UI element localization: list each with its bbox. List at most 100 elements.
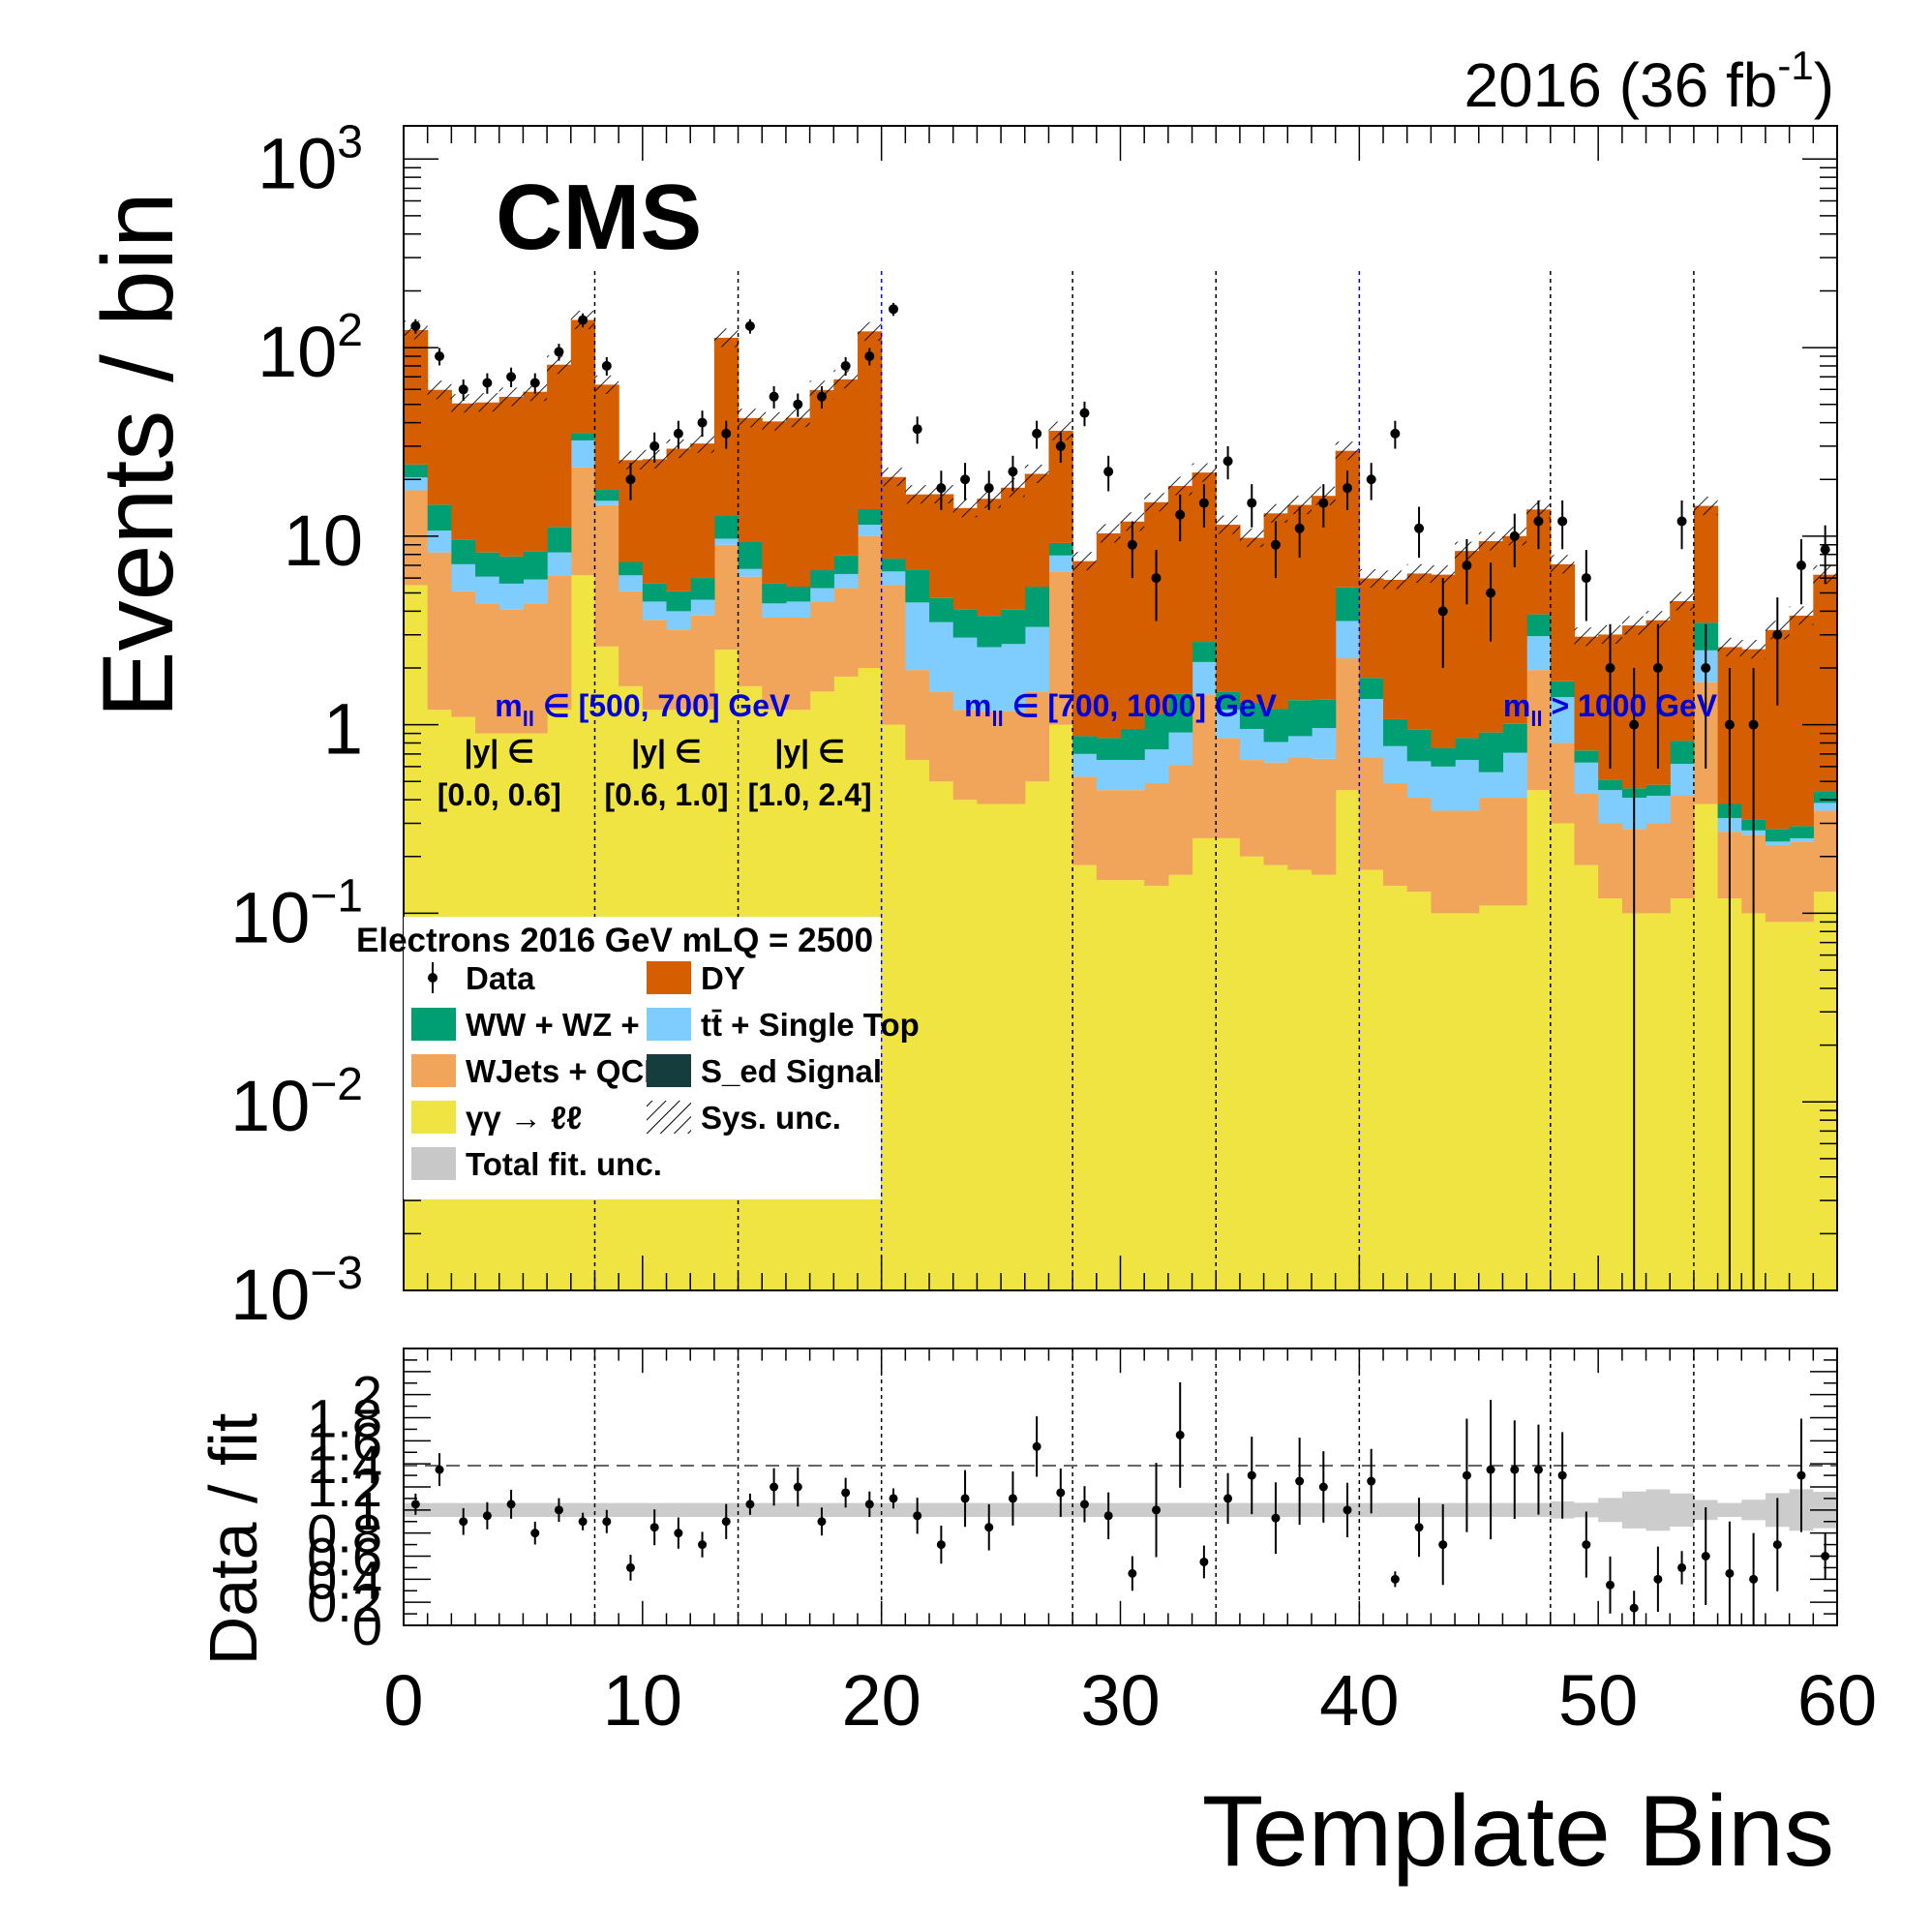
bar-segment — [1383, 885, 1408, 1290]
unc-hatch — [1239, 528, 1264, 548]
mass-label-range: ∈ [700, 1000] GeV — [1004, 688, 1278, 723]
bar-segment — [427, 504, 452, 531]
bar-segment — [929, 494, 954, 598]
bar-segment — [713, 538, 740, 545]
data-point — [1437, 606, 1448, 617]
ratio-point — [1533, 1465, 1543, 1474]
bar-segment — [762, 421, 787, 584]
data-point — [506, 372, 517, 382]
y-tick-label: 10−1 — [230, 870, 363, 957]
bar-segment — [1192, 642, 1217, 662]
bar-segment — [1431, 913, 1456, 1290]
y-tick-exponent: 2 — [337, 305, 363, 356]
bar-segment — [1216, 525, 1241, 692]
bar-segment — [905, 569, 930, 603]
y-tick-base: 10 — [257, 312, 337, 392]
data-point — [1557, 516, 1568, 527]
bar-segment — [1598, 823, 1623, 899]
ratio-point — [721, 1517, 731, 1527]
bar-segment — [1048, 724, 1073, 1290]
bar-segment — [977, 616, 1002, 648]
bar-segment — [570, 433, 596, 440]
bar-segment — [1574, 762, 1599, 795]
bar-segment — [1478, 905, 1504, 1290]
bar-segment — [1550, 681, 1576, 698]
bar-segment — [570, 319, 596, 434]
bar-segment — [666, 611, 691, 630]
bar-segment — [929, 597, 954, 622]
bar-segment — [451, 539, 476, 564]
unc-hatch — [427, 380, 452, 400]
bar-segment — [977, 711, 1002, 804]
ratio-point — [1247, 1470, 1256, 1480]
bar-segment — [1789, 615, 1814, 827]
unc-hatch — [952, 499, 978, 518]
data-point — [1294, 523, 1305, 533]
bar-segment — [952, 637, 978, 711]
ratio-point — [530, 1529, 540, 1538]
bar-segment — [498, 396, 525, 557]
bar-segment — [952, 800, 978, 1290]
bar-segment — [1096, 790, 1122, 881]
unc-hatch — [1024, 464, 1049, 484]
bar-segment — [1406, 729, 1432, 762]
bar-segment — [451, 403, 476, 540]
y-tick-exponent: 3 — [337, 116, 363, 167]
unc-hatch — [762, 411, 786, 431]
mass-region-label: mll ∈ [500, 700] GeV — [495, 688, 791, 731]
legend-header: Electrons 2016 GeV mLQ = 2500 — [356, 922, 873, 959]
x-tick-label: 60 — [1797, 1660, 1877, 1741]
mass-region-label: mll ∈ [700, 1000] GeV — [964, 688, 1278, 731]
bar-segment — [1001, 711, 1026, 804]
bar-segment — [427, 530, 452, 553]
data-point — [744, 320, 755, 331]
bar-segment — [1335, 587, 1360, 621]
bar-segment — [1455, 913, 1480, 1290]
ratio-tick-label: 1 — [352, 1480, 382, 1541]
series-wjets-qcd — [404, 467, 1837, 923]
bar-segment — [1239, 703, 1265, 729]
data-point — [721, 428, 732, 439]
bar-segment — [929, 781, 954, 1290]
bar-segment — [1263, 742, 1288, 763]
bar-segment — [690, 615, 715, 711]
bar-segment — [666, 629, 691, 711]
bar-segment — [1431, 766, 1456, 811]
bar-segment — [1550, 697, 1576, 743]
mass-region-label: mll > 1000 GeV — [1503, 688, 1718, 731]
ratio-tick-label: 0.2 — [307, 1572, 382, 1633]
bar-segment — [1526, 636, 1552, 671]
data-point — [649, 440, 660, 451]
data-point — [625, 474, 636, 485]
bar-segment — [713, 515, 740, 539]
bar-segment — [666, 448, 691, 591]
bar-segment — [785, 617, 811, 711]
legend-label: WJets + QCD — [466, 1053, 667, 1089]
ratio-point — [793, 1482, 802, 1492]
bar-segment — [1287, 736, 1313, 758]
unc-hatch — [1216, 515, 1240, 534]
bar-segment — [1645, 823, 1671, 914]
unc-hatch — [1478, 531, 1503, 551]
rapidity-label-line2: [1.0, 2.4] — [748, 777, 872, 812]
mass-label-m: m — [1503, 688, 1530, 723]
legend-label: tt̄ + Single Top — [701, 1007, 920, 1043]
bar-segment — [833, 555, 859, 574]
bar-segment — [690, 443, 715, 579]
bar-segment — [594, 500, 619, 505]
bar-segment — [404, 477, 429, 491]
bar-segment — [1167, 732, 1193, 766]
bar-segment — [1359, 869, 1384, 1290]
bar-segment — [1645, 796, 1671, 824]
unc-hatch — [498, 387, 524, 407]
bar-segment — [451, 563, 476, 591]
ratio-point — [578, 1517, 588, 1527]
ratio-point — [1606, 1580, 1615, 1590]
unc-hatch — [1096, 524, 1121, 543]
data-point — [1151, 573, 1162, 584]
bar-segment — [1120, 728, 1145, 761]
ratio-point — [864, 1500, 874, 1509]
ratio-point — [1796, 1470, 1806, 1480]
bar-segment — [1192, 694, 1217, 838]
ratio-tick-label: 2 — [352, 1365, 382, 1426]
